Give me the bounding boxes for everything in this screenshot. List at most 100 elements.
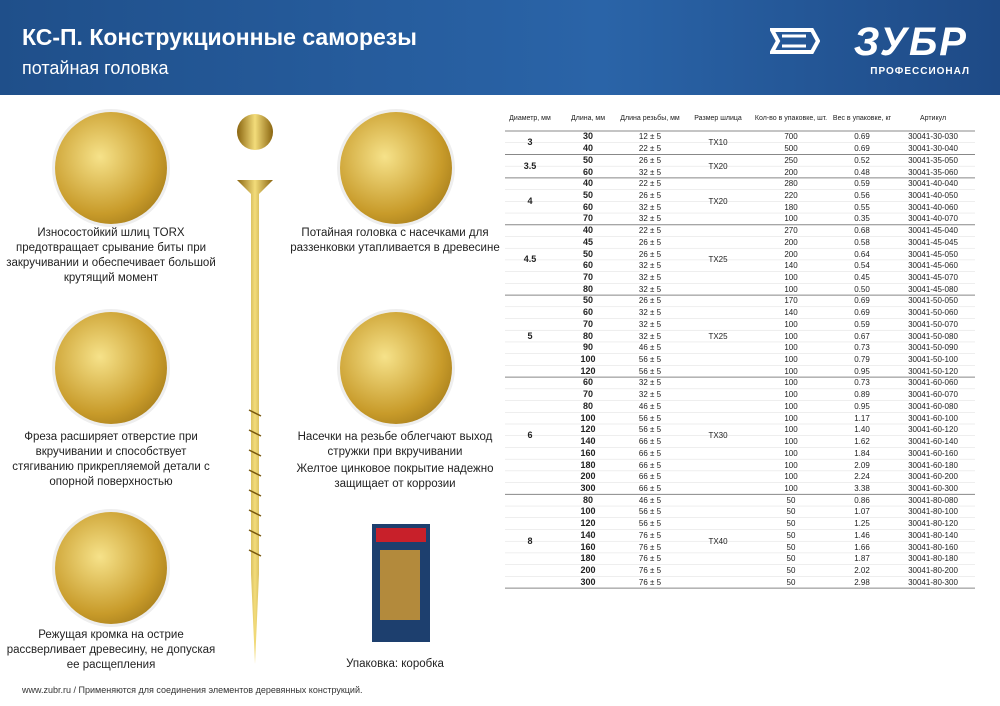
caption: Упаковка: коробка <box>346 658 444 670</box>
table-cell: 2.24 <box>854 472 870 482</box>
table-cell: 2.02 <box>854 566 870 575</box>
table-cell: TX10 <box>708 138 728 148</box>
table-cell: Длина резьбы, мм <box>620 114 680 122</box>
table-cell: 1.66 <box>854 542 870 552</box>
table-cell: 100 <box>784 460 798 470</box>
table-cell: 50 <box>582 154 594 165</box>
table-cell: 12 ± 5 <box>638 132 662 142</box>
table-cell: 50 <box>786 542 796 552</box>
table-cell: 4.5 <box>523 254 537 265</box>
table-cell: 100 <box>784 319 798 329</box>
table-cell: 60 <box>582 260 594 271</box>
table-cell: 66 ± 5 <box>638 448 662 458</box>
table-cell: 1.07 <box>854 507 870 517</box>
table-cell: 70 <box>582 272 594 282</box>
table-cell: 30041-45-080 <box>908 284 958 294</box>
table-cell: 56 ± 5 <box>638 413 662 423</box>
table-cell: 6 <box>527 430 533 441</box>
table-cell: 26 ± 5 <box>638 155 662 165</box>
table-cell: 0.59 <box>854 319 870 329</box>
table-cell: TX20 <box>708 161 728 171</box>
table-cell: 30041-35-060 <box>908 167 958 177</box>
table-cell: 0.95 <box>854 366 870 376</box>
table-cell: 80 <box>582 330 594 341</box>
table-cell: 0.73 <box>854 378 870 388</box>
table-cell: 100 <box>784 355 798 365</box>
table-cell: 0.67 <box>854 331 870 341</box>
table-cell: 30041-50-060 <box>908 308 958 318</box>
table-cell: 200 <box>784 249 798 259</box>
table-cell: TX20 <box>708 196 728 206</box>
table-cell: 30041-45-045 <box>908 237 958 247</box>
table-cell: 46 ± 5 <box>638 343 662 353</box>
table-cell: TX25 <box>708 331 728 341</box>
table-cell: 90 <box>582 342 594 353</box>
table-cell: 50 <box>582 189 594 200</box>
table-cell: TX25 <box>708 255 728 265</box>
table-cell: 30041-80-200 <box>908 566 958 575</box>
table-cell: 170 <box>784 296 798 306</box>
table-cell: 100 <box>784 448 798 458</box>
table-cell: 8 <box>527 535 533 546</box>
table-cell: 1.87 <box>854 554 870 564</box>
table-cell: 30041-45-060 <box>908 261 958 271</box>
table-cell: 1.84 <box>854 448 870 458</box>
table-cell: 0.35 <box>854 214 870 224</box>
table-cell: 5 <box>527 330 533 341</box>
table-cell: 2.09 <box>854 460 870 470</box>
table-cell: 32 ± 5 <box>638 284 662 294</box>
table-cell: 100 <box>580 506 596 517</box>
table-cell: 0.79 <box>854 355 870 365</box>
table-cell: 0.56 <box>854 190 870 200</box>
package-box <box>372 524 430 642</box>
table-cell: 30041-50-090 <box>908 343 958 353</box>
table-cell: 50 <box>582 248 594 259</box>
table-cell: 100 <box>784 413 798 423</box>
table-cell: 0.55 <box>854 202 870 212</box>
table-cell: 30041-45-070 <box>908 273 958 282</box>
table-cell: 100 <box>784 390 798 400</box>
table-cell: 30041-60-300 <box>908 483 958 493</box>
table-cell: 0.89 <box>854 390 870 400</box>
table-cell: 80 <box>582 400 594 411</box>
table-cell: 300 <box>580 482 596 493</box>
table-cell: 1.62 <box>854 437 870 447</box>
table-cell: 1.40 <box>854 425 870 435</box>
table-cell: 120 <box>580 518 596 529</box>
table-cell: 100 <box>580 354 596 365</box>
table-cell: 280 <box>784 179 798 189</box>
table-cell: 32 ± 5 <box>638 308 662 318</box>
table-cell: 66 ± 5 <box>638 460 662 470</box>
thread-image <box>340 312 452 424</box>
table-cell: 26 ± 5 <box>638 190 662 200</box>
table-cell: 30041-40-050 <box>908 190 958 200</box>
table-cell: 0.69 <box>854 144 870 154</box>
table-cell: 0.54 <box>854 261 870 271</box>
table-cell: 32 ± 5 <box>638 390 662 400</box>
table-cell: Длина, мм <box>570 114 606 122</box>
table-cell: 76 ± 5 <box>638 530 662 540</box>
table-cell: 66 ± 5 <box>638 472 662 482</box>
table-cell: 32 ± 5 <box>638 202 662 212</box>
logo-icon <box>770 28 820 54</box>
table-cell: 30041-45-050 <box>908 249 958 259</box>
table-cell: 22 ± 5 <box>638 144 662 154</box>
table-cell: 22 ± 5 <box>638 179 662 189</box>
table-cell: 30041-50-080 <box>908 331 958 341</box>
table-cell: 30041-80-120 <box>908 519 958 529</box>
table-cell: 76 ± 5 <box>638 542 662 552</box>
table-cell: 30041-80-180 <box>908 554 958 564</box>
table-cell: 30041-50-070 <box>908 319 958 329</box>
brand-sub: ПРОФЕССИОНАЛ <box>870 66 970 77</box>
table-cell: 56 ± 5 <box>638 507 662 517</box>
table-cell: 32 ± 5 <box>638 378 662 388</box>
table-cell: 0.52 <box>854 155 870 165</box>
table-cell: 30041-60-140 <box>908 437 958 447</box>
table-cell: 80 <box>582 283 594 294</box>
table-cell: 140 <box>580 529 596 540</box>
table-cell: 76 ± 5 <box>638 577 662 587</box>
table-cell: 30041-60-160 <box>908 448 958 458</box>
header: КС-П. Конструкционные саморезы потайная … <box>0 0 1000 95</box>
table-cell: 200 <box>784 167 798 177</box>
